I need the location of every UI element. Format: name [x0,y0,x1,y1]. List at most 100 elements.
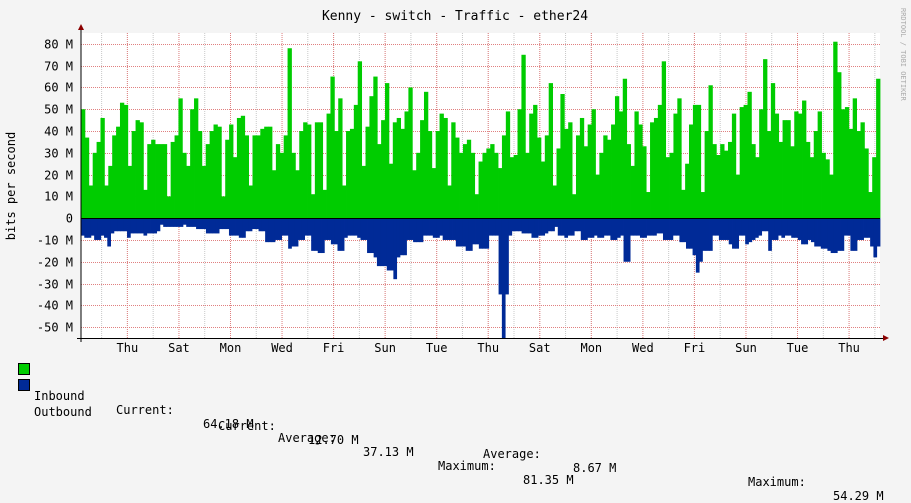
inbound-bar [650,122,655,219]
outbound-bar [288,218,292,249]
outbound-bar [403,218,407,256]
inbound-bar [579,117,585,219]
inbound-maximum-label: Maximum: [438,459,496,473]
outbound-bar [784,218,789,236]
outbound-bar [577,218,582,232]
outbound-bar [574,218,578,232]
outbound-bar [373,218,378,258]
inbound-bar [147,144,152,219]
outbound-bar [820,218,825,249]
outbound-bar [455,218,460,247]
outbound-bar [202,218,207,230]
inbound-bar [221,196,226,219]
inbound-bar [626,144,631,219]
outbound-bar [593,218,598,236]
outbound-bar [113,218,118,232]
inbound-bar [217,126,222,219]
outbound-bar [222,218,227,230]
inbound-bar [205,144,211,219]
outbound-bar [127,218,131,238]
outbound-bar [271,218,276,243]
inbound-maximum-value: 81.35 M [523,473,574,487]
inbound-bar [81,109,86,219]
outbound-bar [830,218,835,254]
outbound-bar [741,218,746,236]
outbound-bar [528,218,532,234]
outbound-bar [531,218,536,238]
outbound-bar [281,218,286,236]
outbound-bar [429,218,434,236]
outbound-bar [192,218,197,227]
outbound-bar [445,218,450,240]
inbound-bar [462,144,468,219]
inbound-bar [186,165,191,219]
outbound-bar [797,218,802,240]
inbound-bar [307,124,312,219]
outbound-bar [150,218,154,234]
outbound-bar [873,218,878,258]
outbound-bar [416,218,421,243]
outbound-bar [334,218,338,245]
inbound-bar [572,194,577,219]
inbound-bar [365,126,370,219]
inbound-bar [178,98,183,219]
outbound-bar [814,218,818,247]
inbound-bar [634,111,639,219]
outbound-bar [117,218,121,232]
inbound-bar [275,144,281,219]
inbound-bar [665,157,670,219]
outbound-bar [179,218,184,227]
inbound-bar [829,174,834,219]
inbound-bar [260,128,265,219]
outbound-bar [436,218,440,238]
inbound-bar [805,141,811,219]
outbound-bar [870,218,874,247]
outbound-bar [133,218,138,234]
outbound-bar [653,218,657,236]
outbound-bar [505,218,509,295]
inbound-bar [314,122,320,219]
inbound-bar [525,152,530,219]
inbound-bar [564,128,569,219]
inbound-bar [813,131,819,219]
outbound-bar [544,218,549,234]
outbound-bar [751,218,756,240]
outbound-bar [225,218,230,230]
inbound-bar [182,152,187,219]
inbound-bar [201,165,207,219]
outbound-bar [311,218,315,251]
inbound-bar [209,131,214,219]
inbound-bar [404,111,409,219]
y-tick-label: 70 M [44,60,73,74]
inbound-bar [385,83,390,219]
inbound-bar [864,148,869,219]
outbound-bar [330,218,335,245]
inbound-bar [646,192,651,219]
inbound-average-value: 37.13 M [363,445,414,459]
inbound-bar [821,152,826,219]
outbound-bar [597,218,601,238]
inbound-bar [381,120,386,219]
outbound-bar [679,218,684,243]
outbound-bar [866,218,871,238]
outbound-bar [843,218,848,236]
outbound-bar [824,218,828,249]
inbound-bar [661,61,667,219]
y-tick-label: 60 M [44,81,73,95]
inbound-bar [778,141,783,219]
outbound-bar [291,218,296,247]
inbound-bar [844,107,850,219]
outbound-bar [301,218,305,240]
inbound-bar [509,157,515,219]
outbound-bar [189,218,194,227]
outbound-bar [380,218,384,267]
outbound-bar [228,218,233,236]
outbound-bar [712,218,716,236]
inbound-bar [521,54,526,219]
inbound-bar [96,141,101,219]
outbound-bar [715,218,720,236]
x-tick-label: Thu [838,341,860,355]
outbound-bar [538,218,542,236]
inbound-bar [731,113,737,219]
outbound-bar [163,218,167,227]
